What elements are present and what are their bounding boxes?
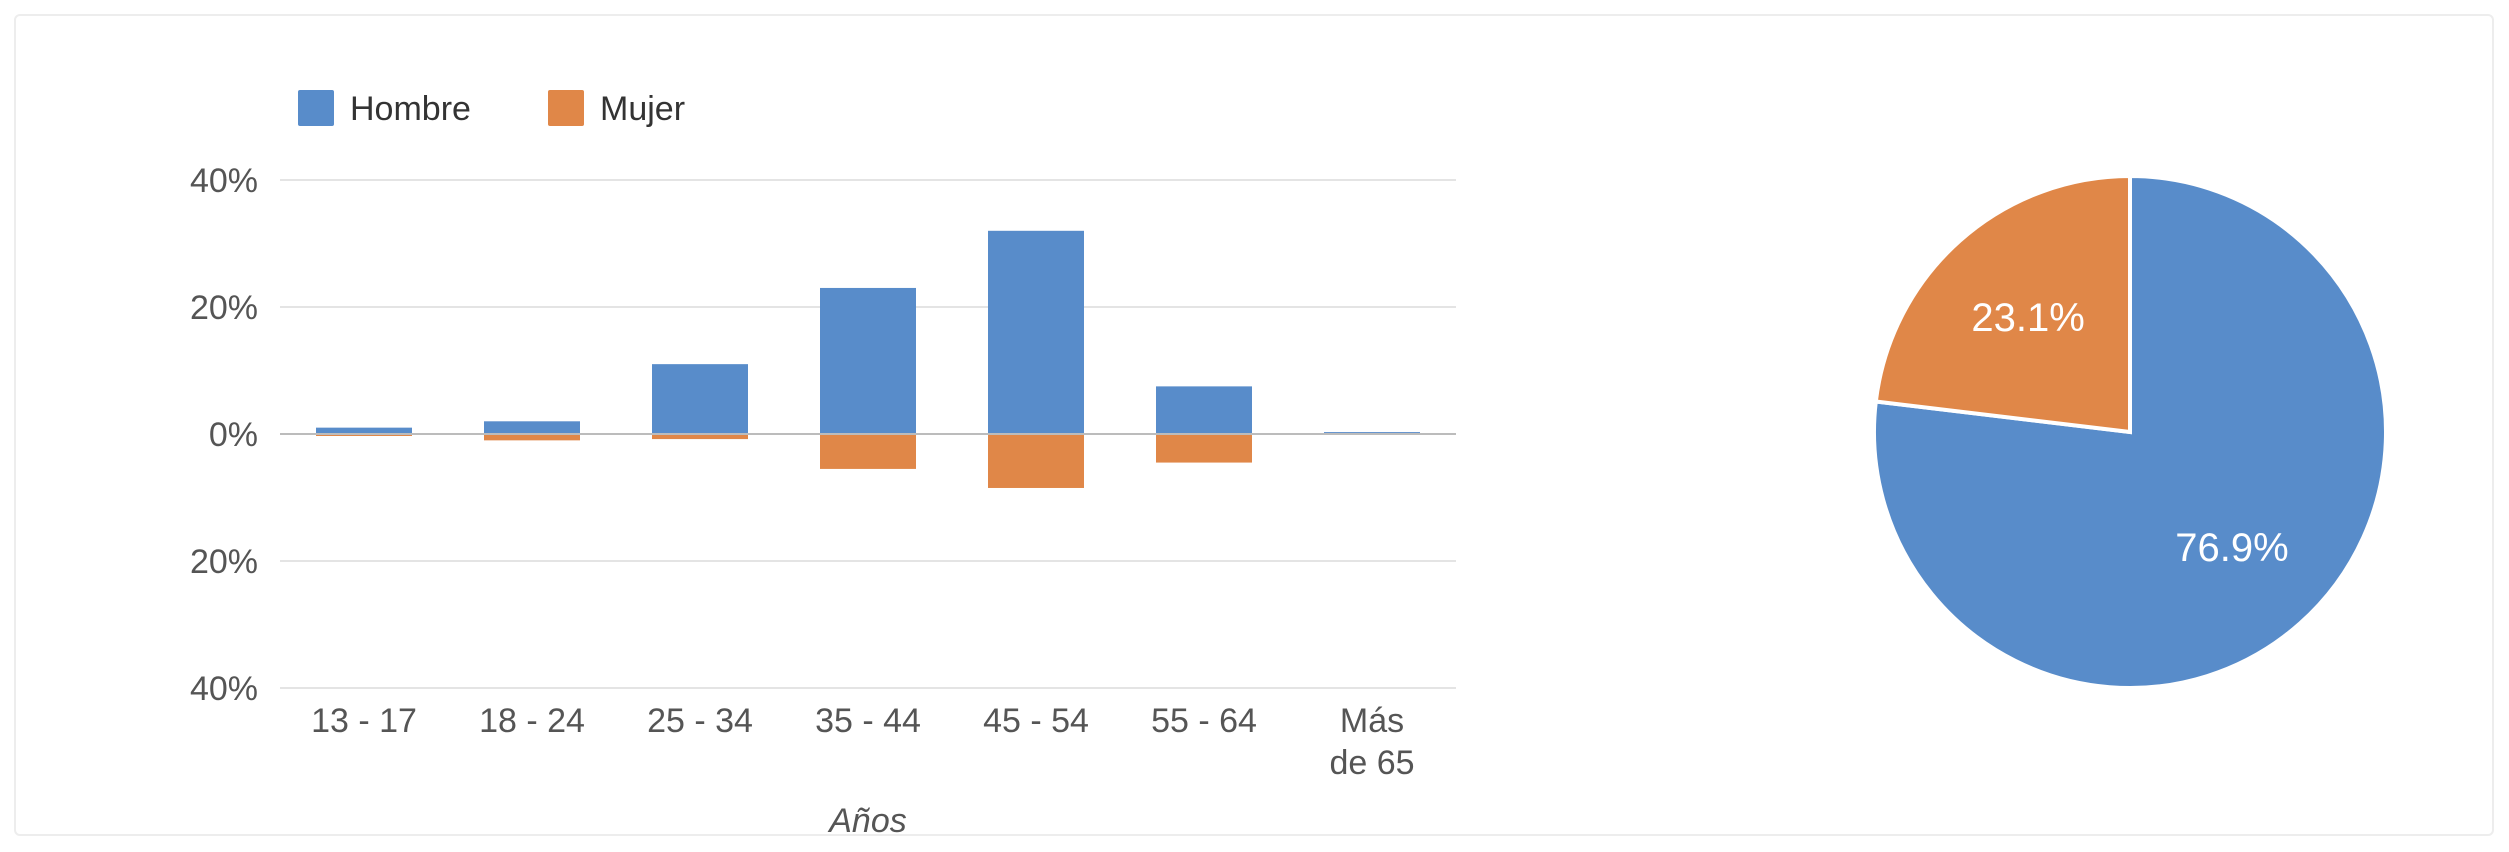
x-axis-title: Años xyxy=(827,802,907,840)
x-tick-label: 45 - 54 xyxy=(983,702,1089,740)
pie-slice-label: 76.9% xyxy=(2175,526,2288,570)
y-axis: 40% 20% 0% 20% 40% xyxy=(190,162,258,708)
x-tick-label: 18 - 24 xyxy=(479,702,585,740)
bar-hombre[interactable] xyxy=(316,427,412,434)
x-tick-label: 35 - 44 xyxy=(815,702,921,740)
legend-label-mujer: Mujer xyxy=(600,90,685,128)
bar-hombre[interactable] xyxy=(820,287,916,434)
pie-chart: 76.9% 23.1% xyxy=(1872,173,2388,690)
legend-swatch-hombre xyxy=(298,90,334,126)
y-tick-label: 0% xyxy=(209,416,258,454)
bar-mujer[interactable] xyxy=(652,434,748,440)
x-axis: 13 - 17 18 - 24 25 - 34 35 - 44 45 - 54 55 - … xyxy=(311,702,1414,782)
y-tick-label: 20% xyxy=(190,543,258,581)
x-tick-label: 13 - 17 xyxy=(311,702,417,740)
y-tick-label: 40% xyxy=(190,670,258,708)
bar-hombre[interactable] xyxy=(484,421,580,434)
bar-mujer[interactable] xyxy=(988,434,1084,488)
legend-label-hombre: Hombre xyxy=(350,90,471,128)
bar-mujer[interactable] xyxy=(1156,434,1252,463)
legend-swatch-mujer xyxy=(548,90,584,126)
x-tick-label: de 65 xyxy=(1329,744,1414,782)
y-tick-label: 20% xyxy=(190,289,258,327)
bar-hombre[interactable] xyxy=(988,230,1084,434)
x-tick-label: 25 - 34 xyxy=(647,702,753,740)
pie-slice-label: 23.1% xyxy=(1971,296,2084,340)
bars xyxy=(316,230,1420,488)
bar-mujer[interactable] xyxy=(484,434,580,441)
bar-hombre[interactable] xyxy=(652,364,748,434)
bar-mujer[interactable] xyxy=(820,434,916,469)
y-tick-label: 40% xyxy=(190,162,258,200)
x-tick-label: Más xyxy=(1340,702,1404,740)
bar-chart-legend: Hombre Mujer xyxy=(298,90,685,128)
pie-slice[interactable] xyxy=(1873,173,2132,435)
x-tick-label: 55 - 64 xyxy=(1151,702,1257,740)
bar-hombre[interactable] xyxy=(1156,386,1252,434)
